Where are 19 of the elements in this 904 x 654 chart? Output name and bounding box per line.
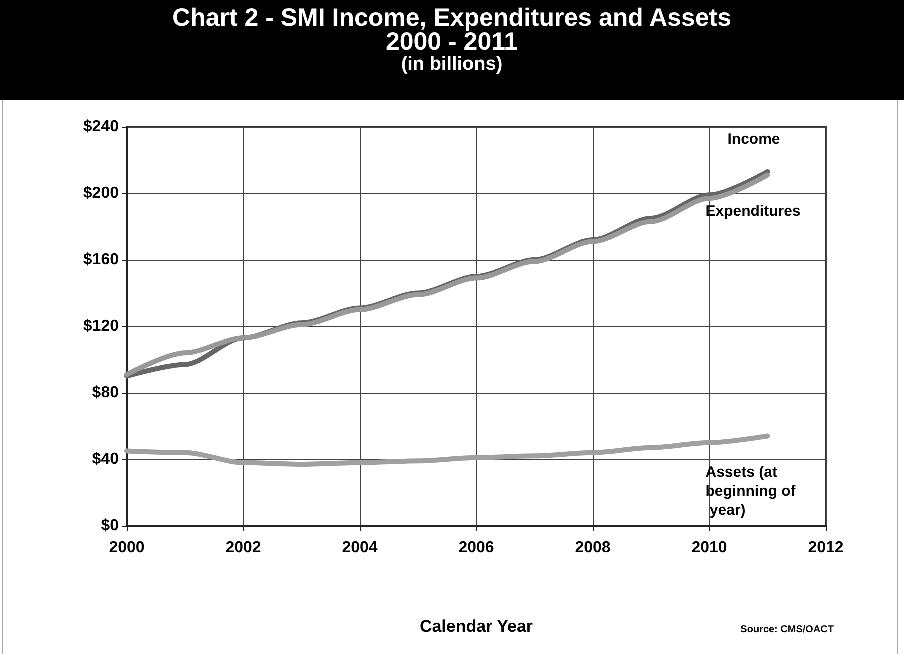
y-tick-label: $160 — [83, 252, 120, 268]
x-tick-label: 2006 — [458, 540, 494, 556]
x-tick-label: 2010 — [692, 540, 728, 556]
y-tick-label: $120 — [83, 318, 120, 335]
x-axis-title: Calendar Year — [420, 617, 534, 636]
y-tick-label: $200 — [83, 185, 120, 202]
chart-subtitle: (in billions) — [400, 54, 504, 76]
y-tick-label: $240 — [83, 118, 120, 136]
x-tick-label: 2002 — [226, 540, 262, 556]
x-tick-label: 2000 — [109, 540, 145, 556]
source-note: Source: CMS/OACT — [740, 624, 834, 636]
y-tick-label: $40 — [92, 451, 120, 468]
y-tick-label: $0 — [101, 518, 120, 534]
series-label: Income — [728, 130, 780, 148]
x-tick-label: 2004 — [342, 540, 378, 556]
chart-title: Chart 2 - SMI Income, Expenditures and Assets 2000 - 2011 — [172, 3, 732, 56]
y-tick-label: $80 — [92, 384, 120, 402]
x-tick-label: 2012 — [808, 540, 844, 556]
x-tick-label: 2008 — [575, 540, 611, 556]
